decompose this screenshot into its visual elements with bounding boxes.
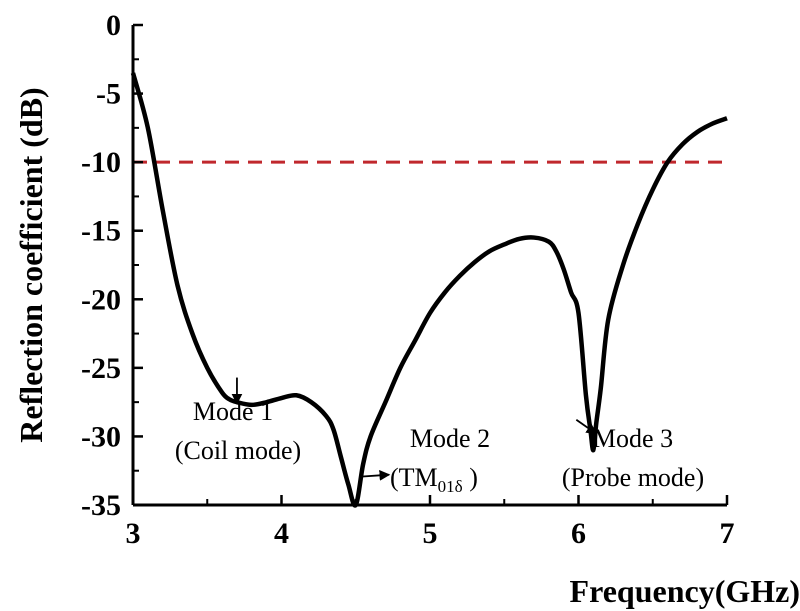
- mode2-label: Mode 2: [410, 424, 490, 453]
- mode3-arrow: [575, 418, 598, 435]
- mode1-desc: (Coil mode): [175, 436, 301, 465]
- y-tick-label: -30: [81, 420, 121, 453]
- y-tick-label: -10: [81, 146, 121, 179]
- y-tick-label: -35: [81, 489, 121, 522]
- y-tick-label: -15: [81, 215, 121, 248]
- mode1-label: Mode 1: [193, 397, 273, 426]
- y-axis-title: Reflection coefficient (dB): [13, 87, 49, 442]
- mode2-desc: (TM01δ ): [390, 463, 478, 496]
- y-tick-label: -20: [81, 283, 121, 316]
- x-axis-title: Frequency(GHz): [570, 573, 800, 609]
- x-tick-label: 4: [274, 517, 289, 550]
- mode3-desc: (Probe mode): [562, 463, 704, 492]
- x-tick-label: 3: [126, 517, 141, 550]
- y-tick-label: -25: [81, 352, 121, 385]
- x-tick-label: 6: [571, 517, 586, 550]
- x-tick-label: 5: [423, 517, 438, 550]
- y-tick-label: 0: [106, 9, 121, 42]
- mode3-label: Mode 3: [593, 424, 673, 453]
- mode2-arrow: [359, 469, 391, 481]
- x-tick-label: 7: [720, 517, 735, 550]
- y-tick-label: -5: [96, 78, 121, 111]
